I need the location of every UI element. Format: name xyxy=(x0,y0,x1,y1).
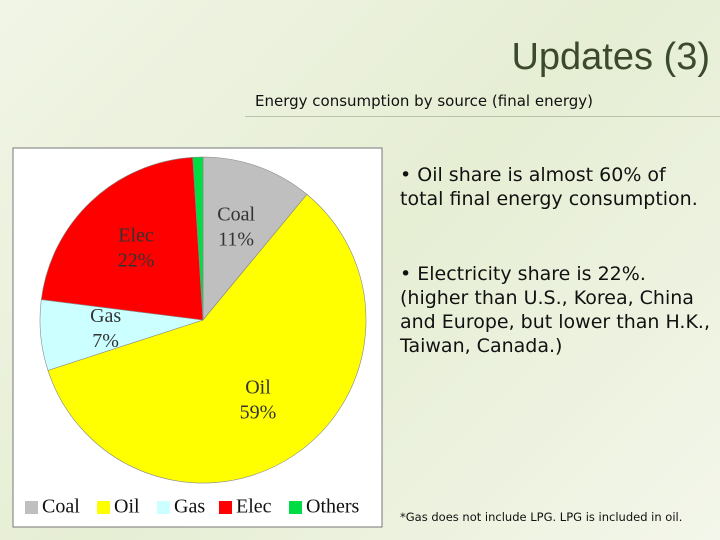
slide-title: Updates (3) xyxy=(511,36,710,78)
slice-label: 22% xyxy=(118,249,155,271)
slice-label: 11% xyxy=(218,229,254,251)
legend-label: Others xyxy=(306,496,360,518)
bullet: • Oil share is almost 60% of total final… xyxy=(400,164,698,210)
legend: Coal Oil Gas Elec Others xyxy=(25,496,360,518)
pie-slice xyxy=(202,156,308,321)
legend-swatch xyxy=(97,501,110,514)
slice-label: 59% xyxy=(240,401,277,423)
slice-name: Gas xyxy=(90,305,121,327)
slice-name: Oil xyxy=(245,376,271,398)
pie-slice xyxy=(192,156,204,321)
slice-name: Coal xyxy=(217,204,255,226)
legend-label: Elec xyxy=(236,496,272,518)
legend-swatch xyxy=(25,501,38,514)
pie-slice xyxy=(40,157,204,321)
legend-swatch xyxy=(157,501,170,514)
legend-label: Gas xyxy=(174,496,205,518)
legend-swatch xyxy=(219,501,232,514)
legend-label: Oil xyxy=(114,496,140,518)
legend-label: Coal xyxy=(42,496,80,518)
slice-label: 7% xyxy=(92,330,119,352)
subtitle: Energy consumption by source (final ener… xyxy=(255,92,593,110)
pie: Coal 11% Oil 59% Gas 7% Elec 22% xyxy=(39,156,367,484)
legend-swatch xyxy=(289,501,302,514)
slice-name: Elec xyxy=(118,224,154,246)
pie-slice xyxy=(47,193,367,484)
bullet: • Electricity share is 22%. (higher than… xyxy=(400,263,711,357)
footnote: *Gas does not include LPG. LPG is includ… xyxy=(400,510,683,524)
rule xyxy=(245,116,720,117)
